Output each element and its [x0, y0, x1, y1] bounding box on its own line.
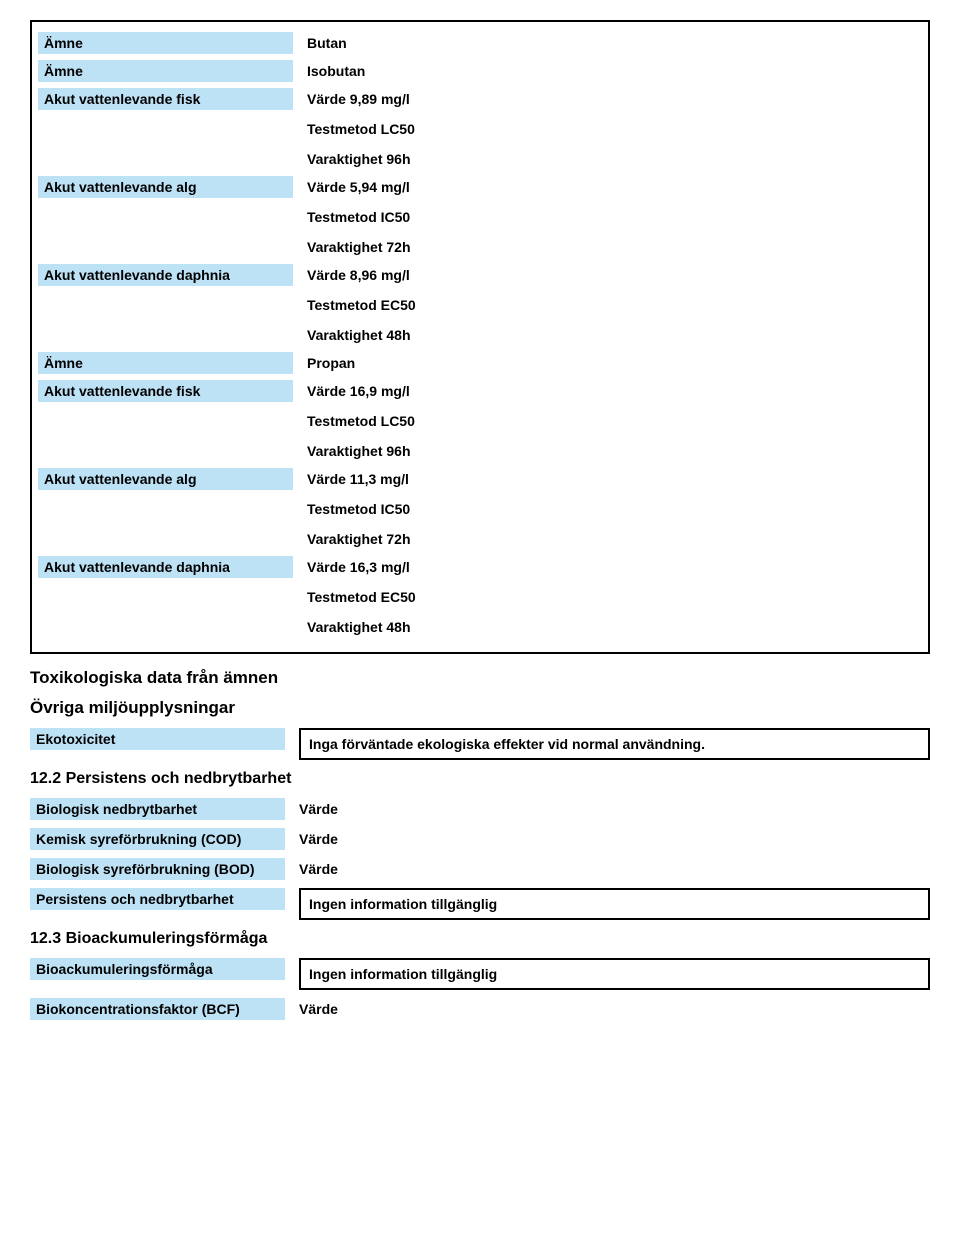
value-bioack: Ingen information tillgänglig: [299, 958, 930, 990]
value-daphnia2-testmetod: Testmetod EC50: [307, 586, 922, 608]
value-bcf: Värde: [299, 998, 338, 1020]
row-alg-1: Akut vattenlevande alg Värde 5,94 mg/l T…: [38, 176, 922, 258]
value-daphnia-varde: Värde 8,96 mg/l: [307, 264, 922, 286]
label-alg: Akut vattenlevande alg: [38, 468, 293, 490]
row-cod: Kemisk syreförbrukning (COD) Värde: [30, 828, 930, 850]
heading-12-2: 12.2 Persistens och nedbrytbarhet: [30, 770, 930, 788]
label-daphnia: Akut vattenlevande daphnia: [38, 556, 293, 578]
value-alg2-varde: Värde 11,3 mg/l: [307, 468, 922, 490]
label-fisk: Akut vattenlevande fisk: [38, 88, 293, 110]
heading-12-3: 12.3 Bioackumuleringsförmåga: [30, 930, 930, 948]
row-alg-2: Akut vattenlevande alg Värde 11,3 mg/l T…: [38, 468, 922, 550]
row-persistens: Persistens och nedbrytbarhet Ingen infor…: [30, 888, 930, 920]
value-alg2-testmetod: Testmetod IC50: [307, 498, 922, 520]
value-propan: Propan: [307, 352, 922, 374]
value-fisk-varaktighet: Varaktighet 96h: [307, 148, 922, 170]
label-amne: Ämne: [38, 352, 293, 374]
value-alg-testmetod: Testmetod IC50: [307, 206, 922, 228]
value-daphnia2-varaktighet: Varaktighet 48h: [307, 616, 922, 638]
value-persistens: Ingen information tillgänglig: [299, 888, 930, 920]
value-cod: Värde: [299, 828, 338, 850]
row-daphnia-2: Akut vattenlevande daphnia Värde 16,3 mg…: [38, 556, 922, 638]
value-fisk2-testmetod: Testmetod LC50: [307, 410, 922, 432]
value-fisk-varde: Värde 9,89 mg/l: [307, 88, 922, 110]
label-cod: Kemisk syreförbrukning (COD): [30, 828, 285, 850]
label-bioack: Bioackumuleringsförmåga: [30, 958, 285, 980]
row-biologisk-nedbrytbarhet: Biologisk nedbrytbarhet Värde: [30, 798, 930, 820]
value-fisk2-varde: Värde 16,9 mg/l: [307, 380, 922, 402]
substance-data-box: Ämne Butan Ämne Isobutan Akut vattenleva…: [30, 20, 930, 654]
row-fisk-2: Akut vattenlevande fisk Värde 16,9 mg/l …: [38, 380, 922, 462]
value-butan: Butan: [307, 32, 922, 54]
heading-environmental: Övriga miljöupplysningar: [30, 698, 930, 718]
label-bod: Biologisk syreförbrukning (BOD): [30, 858, 285, 880]
row-bod: Biologisk syreförbrukning (BOD) Värde: [30, 858, 930, 880]
label-amne: Ämne: [38, 60, 293, 82]
value-fisk2-varaktighet: Varaktighet 96h: [307, 440, 922, 462]
row-fisk-1: Akut vattenlevande fisk Värde 9,89 mg/l …: [38, 88, 922, 170]
value-daphnia2-varde: Värde 16,3 mg/l: [307, 556, 922, 578]
label-fisk: Akut vattenlevande fisk: [38, 380, 293, 402]
label-bio-nedbryt: Biologisk nedbrytbarhet: [30, 798, 285, 820]
value-alg2-varaktighet: Varaktighet 72h: [307, 528, 922, 550]
row-amne-butan: Ämne Butan: [38, 32, 922, 54]
value-fisk-testmetod: Testmetod LC50: [307, 118, 922, 140]
row-ekotoxicitet: Ekotoxicitet Inga förväntade ekologiska …: [30, 728, 930, 760]
heading-toxicological: Toxikologiska data från ämnen: [30, 668, 930, 688]
label-ekotoxicitet: Ekotoxicitet: [30, 728, 285, 750]
row-amne-propan: Ämne Propan: [38, 352, 922, 374]
value-bio-nedbryt: Värde: [299, 798, 338, 820]
row-bcf: Biokoncentrationsfaktor (BCF) Värde: [30, 998, 930, 1020]
value-bod: Värde: [299, 858, 338, 880]
label-bcf: Biokoncentrationsfaktor (BCF): [30, 998, 285, 1020]
value-ekotoxicitet: Inga förväntade ekologiska effekter vid …: [299, 728, 930, 760]
row-amne-isobutan: Ämne Isobutan: [38, 60, 922, 82]
label-daphnia: Akut vattenlevande daphnia: [38, 264, 293, 286]
row-daphnia-1: Akut vattenlevande daphnia Värde 8,96 mg…: [38, 264, 922, 346]
label-amne: Ämne: [38, 32, 293, 54]
value-daphnia-testmetod: Testmetod EC50: [307, 294, 922, 316]
row-bioack: Bioackumuleringsförmåga Ingen informatio…: [30, 958, 930, 990]
label-alg: Akut vattenlevande alg: [38, 176, 293, 198]
value-isobutan: Isobutan: [307, 60, 922, 82]
value-daphnia-varaktighet: Varaktighet 48h: [307, 324, 922, 346]
value-alg-varde: Värde 5,94 mg/l: [307, 176, 922, 198]
value-alg-varaktighet: Varaktighet 72h: [307, 236, 922, 258]
label-persistens: Persistens och nedbrytbarhet: [30, 888, 285, 910]
